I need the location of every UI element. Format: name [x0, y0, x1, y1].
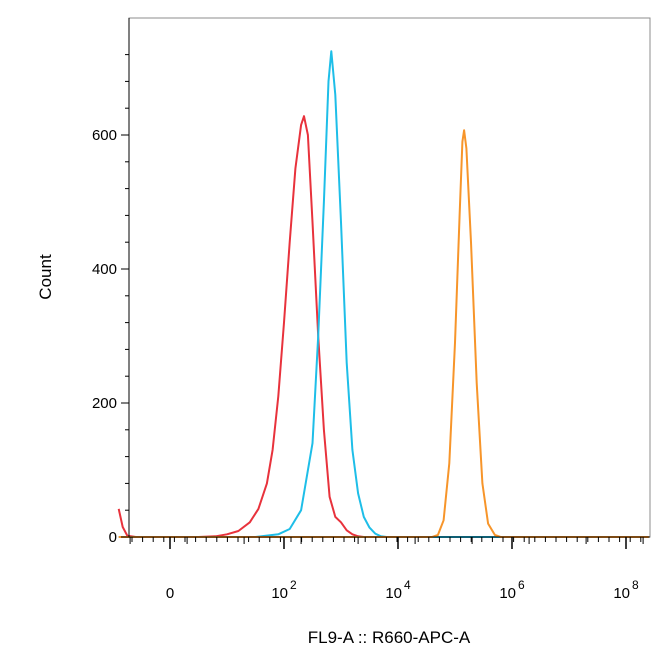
y-axis: 0 200 400 600 [92, 18, 130, 546]
x-tick-label: 10 2 [271, 578, 297, 602]
series-line-1 [117, 115, 649, 538]
y-tick-label: 200 [92, 395, 117, 412]
plot-frame [128, 17, 651, 538]
x-axis: 0 10 2 10 4 10 6 10 8 [129, 536, 650, 602]
y-tick-label: 400 [92, 261, 117, 278]
y-axis-title: Count [36, 254, 55, 300]
x-tick-label: 10 6 [499, 578, 525, 602]
series-layer [117, 50, 649, 538]
series-line-2 [118, 50, 649, 538]
y-tick-label: 0 [109, 529, 117, 546]
y-tick-label: 600 [92, 127, 117, 144]
x-tick-label: 0 [166, 585, 174, 602]
series-line-3 [118, 129, 649, 538]
x-tick-label: 10 8 [613, 578, 639, 602]
x-axis-title: FL9-A :: R660-APC-A [308, 628, 471, 647]
x-tick-label: 10 4 [385, 578, 411, 602]
